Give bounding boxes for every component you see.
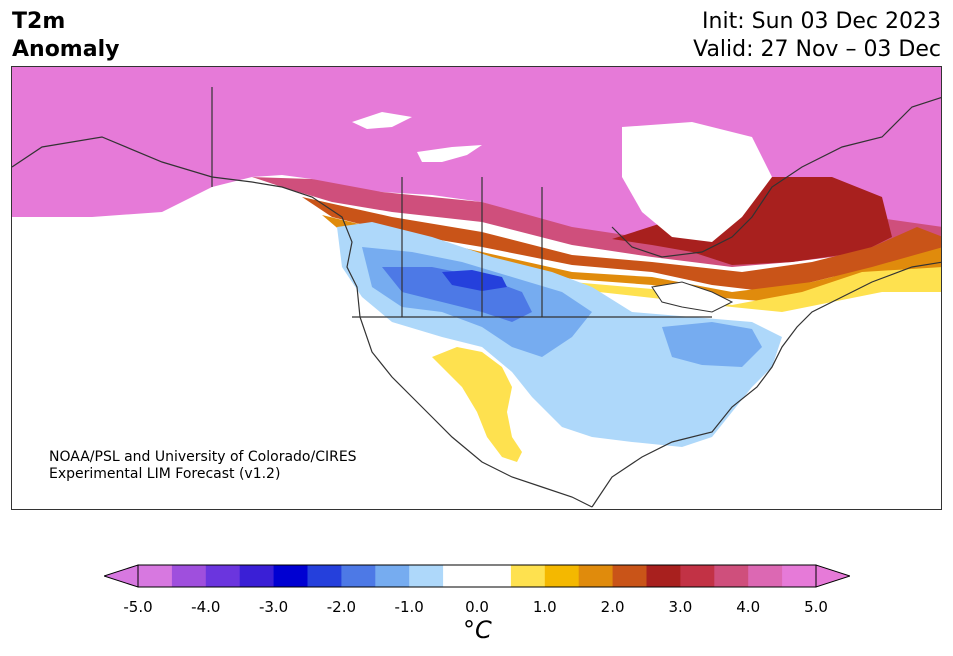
warm-anomaly-red [612,177,892,265]
colorbar-tick-label: 5.0 [804,598,828,616]
colorbar-tick-label: -1.0 [394,598,424,616]
colorbar-tick-label: 0.0 [465,598,489,616]
colorbar-swatch [544,565,580,587]
colorbar-swatch [578,565,614,587]
colorbar-swatch [443,565,478,587]
great-lakes [651,281,734,313]
colorbar-swatch [409,565,444,587]
warm-anomaly-yellow-sw [432,347,522,462]
warm-anomaly-dark-orange [302,197,941,292]
credit-line-1: NOAA/PSL and University of Colorado/CIRE… [49,449,357,465]
colorbar-tick-label: -4.0 [191,598,221,616]
colorbar-extend-high [815,564,850,588]
colorbar-extend-low [104,564,139,588]
colorbar-tick-label: -2.0 [326,598,357,616]
colorbar-tick-label: 1.0 [532,598,557,616]
great-bear-lake [352,112,412,129]
colorbar-tick-labels: -5.0 -4.0 -3.0 -2.0 -1.0 0.0 1.0 2.0 3.0 4.0 5.0 [0,598,953,618]
cold-anomaly-dark-blue [442,270,507,291]
anomaly-map [12,67,941,508]
credit-line-2: Experimental LIM Forecast (v1.2) [49,466,281,482]
cold-anomaly-blue [382,267,532,322]
colorbar-swatch [375,565,410,587]
colorbar-swatch [646,565,681,587]
colorbar-swatch [748,565,783,587]
map-title: T2m Anomaly [12,8,119,64]
colorbar-swatch [171,565,207,587]
colorbar-tick-label: -5.0 [123,598,153,616]
colorbar-swatch [273,565,308,587]
colorbar-swatch [782,565,817,587]
colorbar-swatch [307,565,342,587]
great-slave-lake [417,145,482,162]
title-line-1: T2m [12,9,66,34]
colorbar-swatch [612,565,647,587]
credit-text: NOAA/PSL and University of Colorado/CIRE… [49,449,357,483]
colorbar-swatch [510,565,546,587]
colorbar-swatch [138,565,173,587]
colorbar-swatch [239,565,275,587]
colorbar-unit: °C [463,616,492,644]
init-date: Init: Sun 03 Dec 2023 [702,9,941,34]
colorbar-swatch [714,565,749,587]
colorbar-swatch [680,565,715,587]
colorbar-swatch [477,565,512,587]
colorbar-tick-label: -3.0 [258,598,289,616]
map-panel [11,66,942,510]
colorbar-tick-label: 2.0 [600,598,625,616]
forecast-dates: Init: Sun 03 Dec 2023 Valid: 27 Nov – 03… [693,8,941,64]
warm-anomaly-yellow [342,232,941,312]
colorbar [104,564,850,588]
hudson-bay [622,122,772,242]
colorbar-swatch [205,565,241,587]
colorbar-swatch [341,565,376,587]
cold-anomaly-mid-blue-east [662,322,762,367]
colorbar-tick-label: 4.0 [736,598,761,616]
colorbar-tick-label: 3.0 [668,598,693,616]
valid-dates: Valid: 27 Nov – 03 Dec [693,37,941,62]
coastlines [12,87,941,508]
title-line-2: Anomaly [12,37,120,62]
